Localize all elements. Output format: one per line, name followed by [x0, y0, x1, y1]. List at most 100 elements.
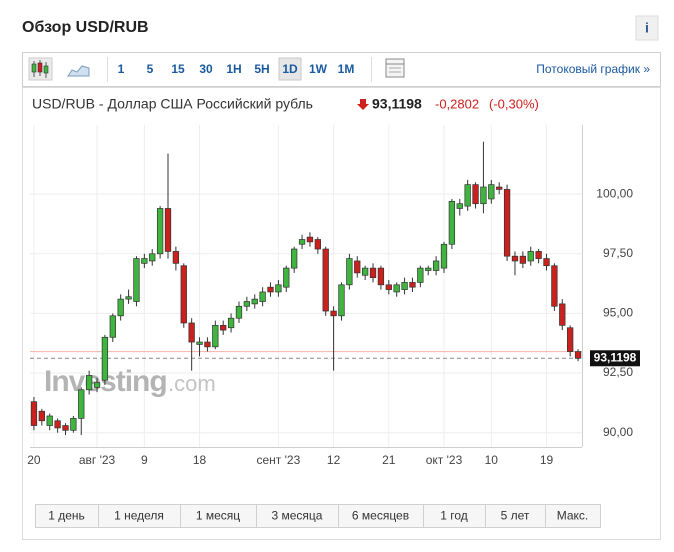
candle-body: [78, 389, 85, 419]
range-label[interactable]: 5 лет: [501, 509, 530, 523]
candle-body: [354, 260, 361, 274]
candle-body: [109, 315, 116, 338]
x-tick-label: 21: [382, 453, 396, 467]
range-label[interactable]: 6 месяцев: [352, 509, 409, 523]
interval-button[interactable]: 15: [171, 62, 185, 76]
candle-body: [448, 200, 456, 245]
candle-body: [298, 239, 306, 245]
icon-body: [37, 62, 43, 73]
info-icon[interactable]: i: [645, 20, 649, 36]
watermark-suffix: .com: [168, 371, 216, 396]
candle-body: [346, 258, 353, 286]
candle-body: [369, 267, 377, 279]
interval-button[interactable]: 5H: [254, 62, 269, 76]
candle-body: [464, 184, 471, 207]
down-arrow: [357, 99, 369, 110]
candle-body: [567, 327, 574, 352]
price-tag: [590, 350, 640, 367]
candle-body: [149, 253, 156, 262]
streaming-link[interactable]: Потоковый график »: [536, 62, 650, 76]
candle-body: [101, 336, 109, 381]
candle-body: [251, 298, 258, 305]
range-label[interactable]: 3 месяца: [272, 509, 323, 523]
candle-body: [235, 305, 243, 319]
candle-body: [125, 296, 132, 300]
range-label[interactable]: 1 день: [48, 509, 85, 523]
last-price: 93,1198: [372, 96, 422, 112]
candle-body: [322, 248, 329, 312]
candle-body: [180, 265, 187, 324]
candle-body: [409, 282, 416, 288]
interval-active[interactable]: [278, 57, 302, 81]
candle-body: [338, 284, 345, 317]
instrument-name: USD/RUB - Доллар США Российский рубль: [32, 96, 313, 112]
candle-body: [133, 258, 140, 302]
y-tick-label: 100,00: [596, 186, 633, 200]
range-label[interactable]: 1 месяц: [196, 509, 240, 523]
x-tick-label: 18: [193, 453, 207, 467]
y-tick-label: 92,50: [603, 365, 633, 379]
y-tick-label: 95,00: [603, 306, 633, 320]
interval-button[interactable]: 1M: [338, 62, 355, 76]
range-label[interactable]: 1 год: [440, 509, 468, 523]
x-tick-label: авг '23: [79, 453, 116, 467]
candle-body: [314, 239, 321, 250]
x-tick-label: 19: [540, 453, 554, 467]
candle-body: [559, 303, 566, 326]
candle-body: [440, 243, 448, 269]
candle-body: [361, 267, 369, 276]
chart-panel: [22, 87, 661, 540]
candle-body: [141, 258, 148, 264]
area-icon[interactable]: [67, 65, 90, 77]
candle-body: [62, 425, 69, 431]
candle-body: [480, 186, 487, 205]
interval-button[interactable]: 1D: [282, 62, 298, 76]
watermark: Investing .com: [44, 365, 216, 398]
candle-body: [503, 189, 511, 257]
candle-body: [393, 284, 400, 293]
candle-body: [574, 351, 582, 359]
candle-icon[interactable]: [28, 57, 53, 81]
candle-body: [46, 415, 53, 426]
range-button[interactable]: [545, 504, 601, 528]
interval-button[interactable]: 1W: [309, 62, 328, 76]
y-tick-label: 90,00: [603, 425, 633, 439]
candle-body: [543, 258, 550, 267]
candle-body: [401, 282, 408, 290]
candle-body: [93, 382, 101, 388]
range-label[interactable]: Макс.: [557, 509, 589, 523]
candle-body: [417, 267, 424, 283]
candle-body: [511, 255, 519, 262]
interval-button[interactable]: 30: [199, 62, 213, 76]
candle-body: [212, 325, 219, 348]
candle-body: [283, 267, 290, 288]
widget-title: Обзор USD/RUB: [22, 19, 149, 36]
interval-button[interactable]: 1: [118, 62, 125, 76]
candle-body: [377, 267, 385, 286]
candle-body: [291, 248, 298, 269]
candle-body: [259, 291, 266, 302]
interval-button[interactable]: 1H: [226, 62, 241, 76]
candle-body: [30, 401, 38, 426]
settings-icon[interactable]: [385, 58, 405, 78]
candle-body: [456, 203, 463, 209]
candle-body: [425, 267, 432, 271]
x-tick-label: 9: [141, 453, 148, 467]
candle-body: [527, 251, 534, 262]
icon-body: [43, 65, 49, 74]
price-change-percent: (-0,30%): [489, 96, 539, 111]
candle-body: [267, 286, 274, 293]
candle-body: [172, 251, 180, 264]
range-label[interactable]: 1 неделя: [114, 509, 164, 523]
interval-button[interactable]: 5: [147, 62, 154, 76]
candle-body: [54, 420, 61, 429]
candle-body: [220, 325, 227, 331]
candle-body: [488, 184, 495, 200]
x-tick-label: окт '23: [426, 453, 463, 467]
info-button[interactable]: [635, 15, 659, 41]
candle-body: [306, 236, 314, 243]
candle-body: [70, 418, 77, 431]
x-tick-label: 12: [327, 453, 341, 467]
candle-body: [227, 317, 235, 329]
